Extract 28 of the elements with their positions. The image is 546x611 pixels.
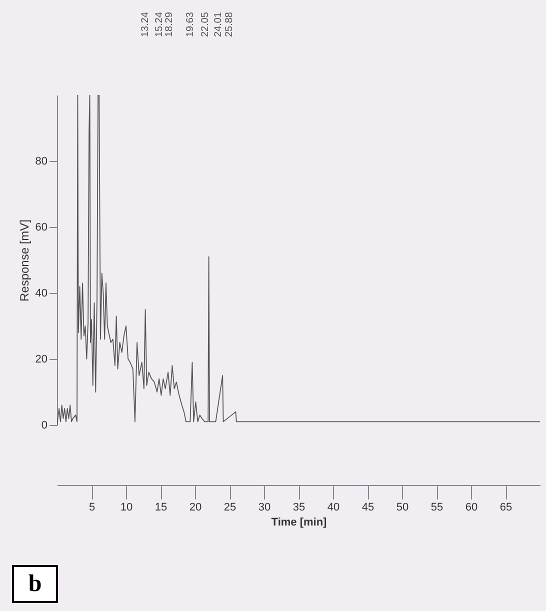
x-tick-label: 60 <box>465 502 478 514</box>
text: 13.24 <box>140 12 151 38</box>
y-tick-label: 0 <box>41 420 48 432</box>
x-tick-label: 50 <box>396 502 409 514</box>
text: 24.01 <box>213 12 224 38</box>
x-tick-label: 30 <box>258 502 271 514</box>
panel-letter-box: b <box>12 565 58 603</box>
text: 19.63 <box>185 12 196 38</box>
x-tick-label: 35 <box>292 502 306 514</box>
y-tick-label: 40 <box>35 288 48 300</box>
x-tick-label: 25 <box>224 502 236 514</box>
x-tick-label: 15 <box>154 502 168 514</box>
y-tick-label: 60 <box>35 222 48 234</box>
text: 18.29 <box>164 12 175 38</box>
x-tick-label: 10 <box>120 502 133 514</box>
x-tick-label: 40 <box>327 502 340 514</box>
x-axis-title: Time [min] <box>271 516 328 528</box>
x-tick-label: 20 <box>189 502 202 514</box>
y-axis-title: Response [mV] <box>17 219 32 302</box>
text: 15.24 <box>154 12 165 38</box>
y-tick-label: 80 <box>35 156 48 168</box>
x-tick-label: 55 <box>430 502 444 514</box>
y-tick-label: 20 <box>35 354 48 366</box>
text: 25.88 <box>224 12 235 38</box>
text: 22.05 <box>200 12 211 38</box>
x-tick-label: 5 <box>88 502 96 514</box>
x-tick-label: 45 <box>362 502 374 514</box>
x-tick-label: 65 <box>500 502 512 514</box>
